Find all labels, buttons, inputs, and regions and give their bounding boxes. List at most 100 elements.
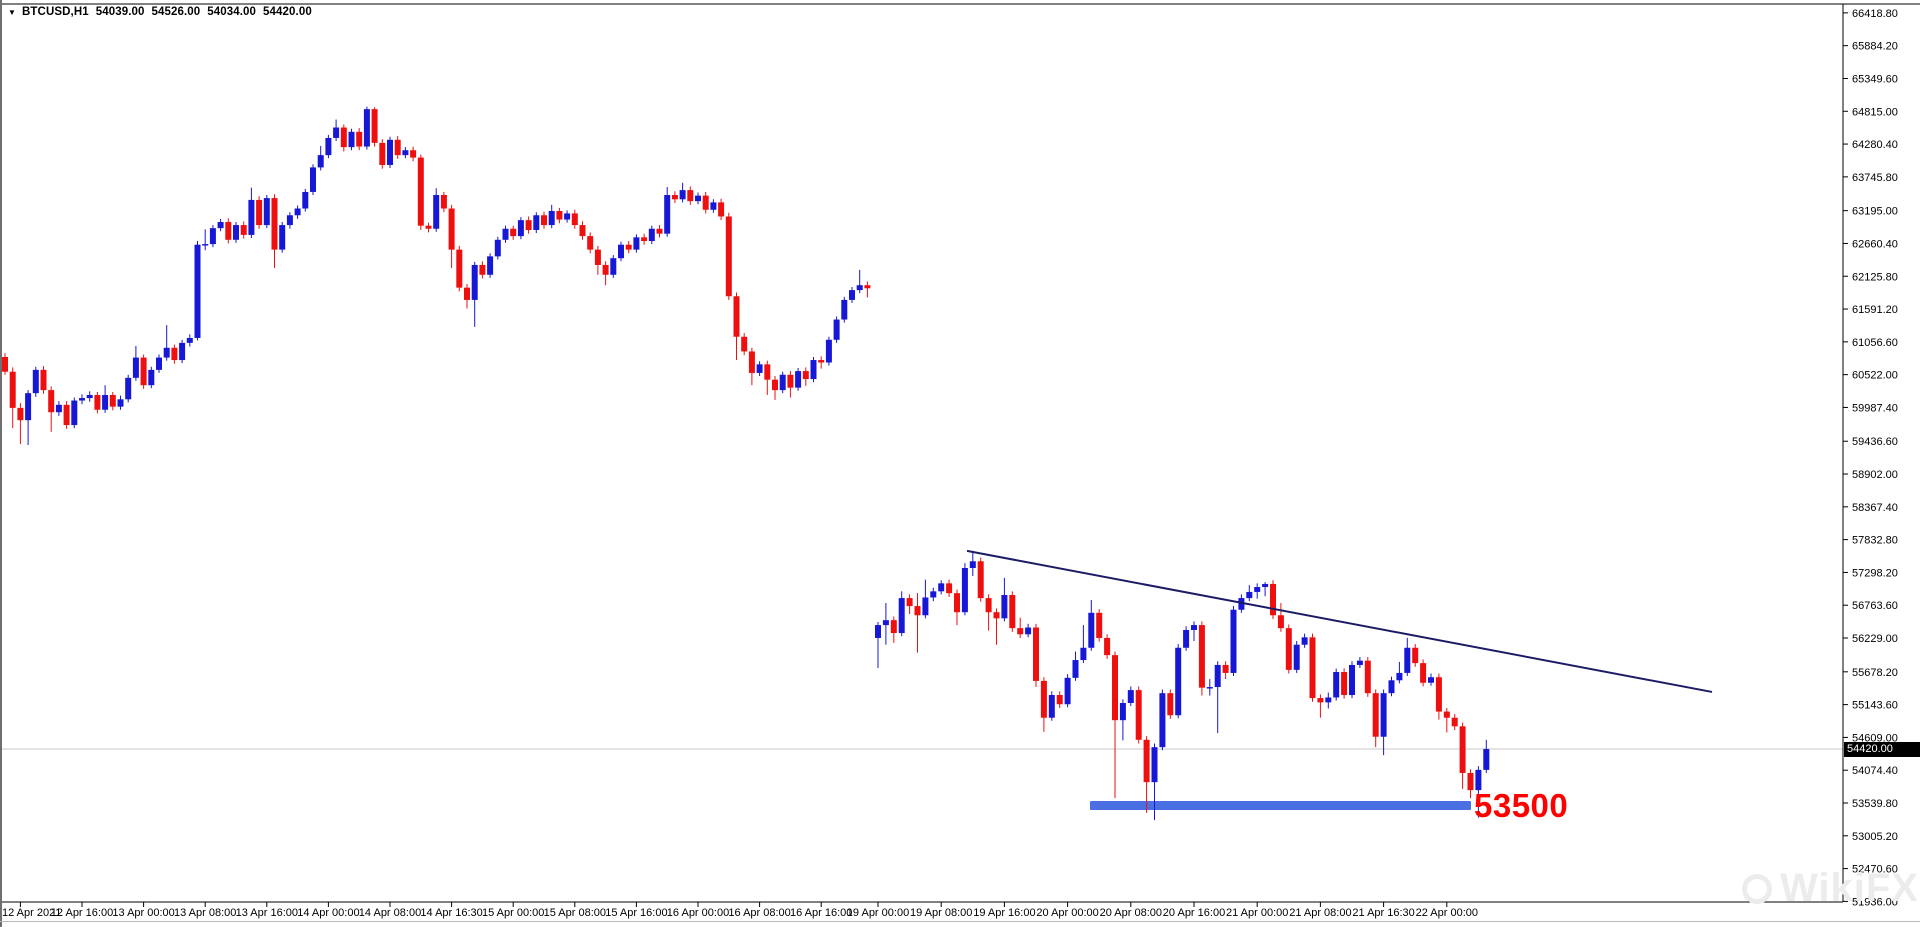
candle-body xyxy=(1380,693,1387,737)
price-axis[interactable]: 66418.80 65884.20 65349.60 64815.00 64280.40… xyxy=(1843,8,1898,909)
quote-open: 54039.00 xyxy=(95,6,145,18)
candle xyxy=(32,366,39,397)
candle-body xyxy=(1198,625,1205,688)
candle xyxy=(109,391,116,411)
candle-body xyxy=(2,356,8,372)
support-line[interactable] xyxy=(1090,800,1471,810)
candle-body xyxy=(1412,647,1419,664)
candle-body xyxy=(1443,711,1450,718)
candle-body xyxy=(1088,612,1095,648)
candle-body xyxy=(233,225,239,240)
candle xyxy=(825,336,832,366)
candle-body xyxy=(25,393,32,421)
candle xyxy=(985,594,992,631)
candle-body xyxy=(186,337,193,343)
candle-body xyxy=(930,591,937,598)
candle-body xyxy=(695,195,701,202)
price-tick-label: 54609.00 xyxy=(1852,732,1898,744)
candle xyxy=(102,385,109,413)
price-tick-label: 52470.60 xyxy=(1852,864,1898,876)
watermark-text: WikiFX xyxy=(1780,866,1919,910)
price-tick-label: 58367.40 xyxy=(1852,502,1898,514)
time-tick-label: 16 Apr 16:00 xyxy=(790,907,852,919)
candle xyxy=(1056,691,1063,708)
candle xyxy=(779,371,786,394)
time-tick-label: 22 Apr 00:00 xyxy=(1416,907,1478,919)
price-tick-label: 64280.40 xyxy=(1852,139,1898,151)
candle-body xyxy=(348,131,355,148)
descending-trendline[interactable] xyxy=(966,549,1713,693)
candle xyxy=(898,591,905,637)
candle xyxy=(1159,689,1166,751)
candle-body xyxy=(86,395,93,399)
price-tick-label: 64815.00 xyxy=(1852,106,1898,118)
candle xyxy=(25,390,32,446)
candle xyxy=(610,255,617,278)
candle-body xyxy=(325,137,332,156)
candle xyxy=(348,128,355,151)
candle xyxy=(702,191,709,214)
chart-surface[interactable] xyxy=(2,4,1843,902)
candle xyxy=(1167,689,1174,719)
symbol-dropdown-icon[interactable]: ▼ xyxy=(8,7,17,17)
candle-body xyxy=(109,395,116,407)
price-tick-label: 56763.60 xyxy=(1852,600,1898,612)
candle-body xyxy=(171,347,178,361)
candle-body xyxy=(922,597,929,616)
candle xyxy=(86,391,93,402)
candle-body xyxy=(240,225,247,235)
candle-body xyxy=(1119,702,1126,721)
candle-body xyxy=(1317,698,1324,703)
candle-body xyxy=(718,202,725,217)
candle-body xyxy=(864,285,871,289)
candle-body xyxy=(1341,672,1348,696)
candle xyxy=(379,139,386,169)
candle xyxy=(471,261,478,327)
candle-body xyxy=(1048,695,1055,718)
candle xyxy=(163,325,170,361)
candle xyxy=(741,333,748,356)
candle xyxy=(687,186,694,205)
candle-body xyxy=(802,371,809,380)
candle-body xyxy=(1206,687,1213,689)
candle-body xyxy=(1483,749,1490,770)
candle-body xyxy=(79,398,85,401)
candle xyxy=(922,579,929,619)
candle xyxy=(1277,602,1284,632)
candle xyxy=(132,345,139,381)
status-separator xyxy=(0,921,1920,922)
price-tick-label: 60522.00 xyxy=(1852,370,1898,382)
candle-body xyxy=(1127,690,1134,703)
candle-body xyxy=(464,287,470,300)
current-price-tag: 54420.00 xyxy=(1844,742,1920,757)
candle xyxy=(179,339,186,364)
support-level-label[interactable]: 53500 xyxy=(1474,787,1569,824)
candle xyxy=(1293,641,1300,673)
candle-body xyxy=(209,228,216,245)
candle xyxy=(1127,686,1134,707)
candle xyxy=(849,287,855,303)
candle-body xyxy=(548,210,555,226)
candle-body xyxy=(379,142,386,165)
candle xyxy=(1222,661,1229,680)
candle-body xyxy=(702,195,709,210)
candle-body xyxy=(1467,772,1474,791)
candle-body xyxy=(48,390,55,413)
candle-body xyxy=(94,395,101,410)
candle-body xyxy=(1246,591,1253,599)
candle xyxy=(1017,617,1024,638)
candle xyxy=(930,587,937,602)
candle-body xyxy=(179,342,186,361)
candle-body xyxy=(556,210,563,220)
candle-body xyxy=(1428,677,1434,683)
candle xyxy=(1435,673,1442,720)
candle-body xyxy=(1372,693,1379,737)
price-tick-label: 62660.40 xyxy=(1852,238,1898,250)
candle-body xyxy=(102,395,109,410)
time-tick-label: 16 Apr 00:00 xyxy=(667,907,729,919)
time-tick-label: 21 Apr 08:00 xyxy=(1289,907,1351,919)
chart-header: ▼ BTCUSD,H1 54039.00 54526.00 54034.00 5… xyxy=(8,4,319,20)
